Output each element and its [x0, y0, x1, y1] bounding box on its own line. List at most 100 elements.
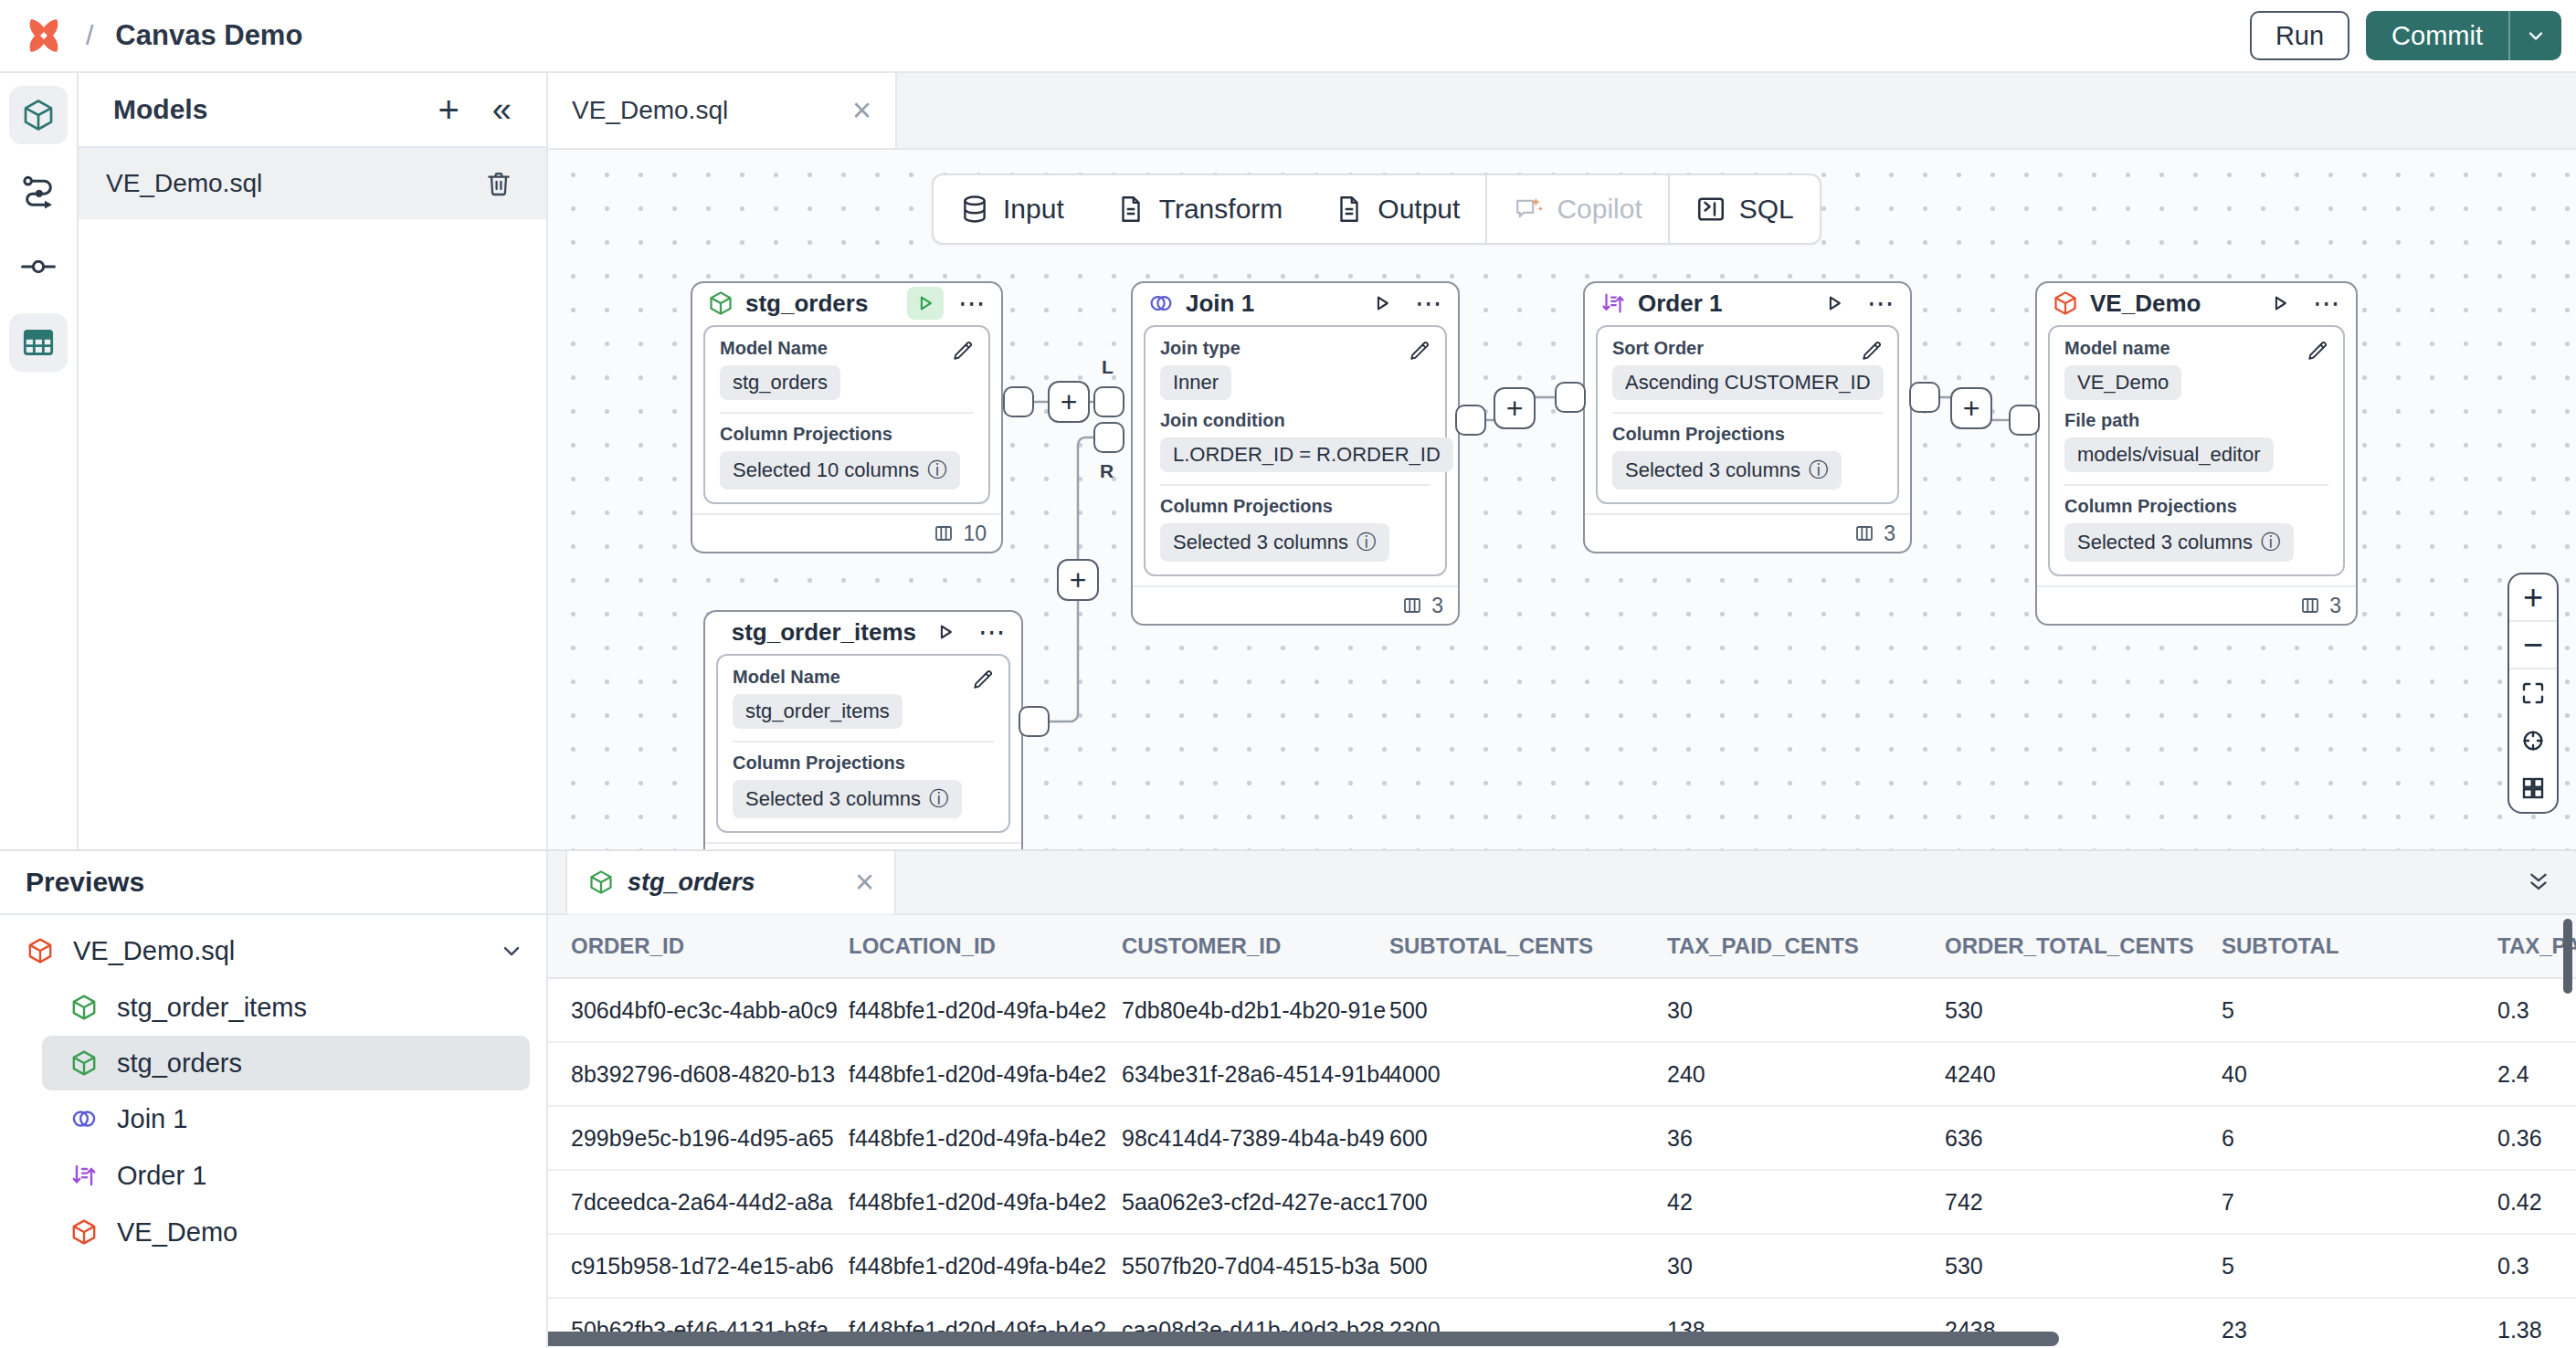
rail-commits-button[interactable] [9, 237, 68, 296]
insert-node-button[interactable]: + [1057, 559, 1099, 601]
table-row[interactable]: 299b9e5c-b196-4d95-a65f448bfe1-d20d-49fa… [548, 1107, 2576, 1171]
rail-flow-button[interactable] [9, 162, 68, 220]
rail-tables-button[interactable] [9, 313, 68, 372]
zoom-in-button[interactable]: + [2509, 574, 2557, 622]
rail-models-button[interactable] [9, 86, 68, 144]
run-node-button[interactable] [2262, 287, 2298, 320]
add-input-button[interactable]: Input [934, 175, 1090, 243]
info-icon[interactable]: ⓘ [1357, 529, 1377, 556]
fit-view-button[interactable] [2509, 669, 2557, 717]
projections-chip[interactable]: Selected 3 columnsⓘ [1612, 451, 1842, 490]
table-row[interactable]: 7dceedca-2a64-44d2-a8af448bfe1-d20d-49fa… [548, 1171, 2576, 1235]
tree-item-join-1[interactable]: Join 1 [0, 1090, 546, 1147]
add-transform-button[interactable]: Transform [1090, 175, 1309, 243]
collapse-panel-icon[interactable] [2525, 869, 2552, 896]
run-node-button[interactable] [927, 616, 964, 648]
join-type-chip[interactable]: Inner [1160, 365, 1231, 400]
table-row[interactable]: 306d4bf0-ec3c-4abb-a0c9f448bfe1-d20d-49f… [548, 979, 2576, 1043]
app-logo-icon[interactable] [22, 14, 66, 58]
node-menu-button[interactable]: ⋯ [2313, 295, 2341, 311]
canvas-viewport[interactable]: Input Transform Output Copilot SQL [548, 150, 2576, 849]
projections-chip[interactable]: Selected 3 columnsⓘ [2064, 523, 2294, 562]
insert-node-button[interactable]: + [1048, 381, 1090, 423]
column-header[interactable]: SUBTOTAL_CENTS [1389, 933, 1667, 959]
port-input-ve-demo[interactable] [2009, 405, 2040, 436]
tree-item-ve-demo[interactable]: VE_Demo [0, 1204, 546, 1260]
run-node-button[interactable] [907, 287, 944, 320]
node-menu-button[interactable]: ⋯ [1867, 295, 1895, 311]
sort-order-chip[interactable]: Ascending CUSTOMER_ID [1612, 365, 1884, 400]
table-row[interactable]: c915b958-1d72-4e15-ab6f448bfe1-d20d-49fa… [548, 1235, 2576, 1299]
model-name-chip[interactable]: stg_orders [720, 365, 840, 400]
port-output-stg-orders[interactable] [1003, 386, 1034, 417]
canvas-tab[interactable]: VE_Demo.sql × [548, 73, 897, 148]
column-header[interactable]: TAX_PAID_CENTS [1667, 933, 1945, 959]
node-menu-button[interactable]: ⋯ [978, 624, 1007, 640]
close-icon[interactable]: × [855, 866, 874, 899]
port-output-stg-order-items[interactable] [1019, 706, 1050, 737]
close-icon[interactable]: × [852, 94, 871, 127]
tree-item-stg-orders[interactable]: stg_orders [42, 1036, 530, 1090]
model-name-chip[interactable]: stg_order_items [733, 694, 903, 729]
edit-pencil-icon[interactable] [970, 667, 996, 692]
delete-model-icon[interactable] [484, 169, 513, 198]
sql-button[interactable]: SQL [1670, 175, 1820, 243]
node-stg-orders[interactable]: stg_orders ⋯ Model Name stg_orders Colum… [691, 281, 1003, 553]
insert-node-button[interactable]: + [1950, 387, 1992, 429]
chevron-down-icon[interactable] [499, 938, 524, 964]
column-header[interactable]: SUBTOTAL [2222, 933, 2497, 959]
add-model-button[interactable]: + [438, 91, 459, 128]
model-name-chip[interactable]: VE_Demo [2064, 365, 2181, 400]
projections-chip[interactable]: Selected 10 columnsⓘ [720, 451, 960, 490]
insert-node-button[interactable]: + [1494, 387, 1536, 429]
tree-item-order-1[interactable]: Order 1 [0, 1147, 546, 1204]
tree-item-ve-demo-sql[interactable]: VE_Demo.sql [0, 922, 546, 979]
node-order-1[interactable]: Order 1 ⋯ Sort Order Ascending CUSTOMER_… [1583, 281, 1912, 553]
port-input-join-right[interactable] [1093, 422, 1124, 453]
info-icon[interactable]: ⓘ [2261, 529, 2281, 556]
join-condition-chip[interactable]: L.ORDER_ID = R.ORDER_ID [1160, 437, 1453, 472]
port-input-order[interactable] [1555, 382, 1586, 413]
model-list-item[interactable]: VE_Demo.sql [79, 148, 546, 219]
preview-tab-stg-orders[interactable]: stg_orders × [565, 851, 896, 914]
port-input-join-left[interactable] [1093, 386, 1124, 417]
auto-layout-button[interactable] [2509, 764, 2557, 812]
column-header[interactable]: LOCATION_ID [849, 933, 1122, 959]
run-node-button[interactable] [1816, 287, 1853, 320]
info-icon[interactable]: ⓘ [927, 457, 947, 484]
commit-button[interactable]: Commit [2366, 11, 2508, 60]
info-icon[interactable]: ⓘ [1809, 457, 1829, 484]
edit-pencil-icon[interactable] [1859, 338, 1884, 363]
add-output-button[interactable]: Output [1308, 175, 1485, 243]
commit-split-button[interactable]: Commit [2366, 11, 2561, 60]
node-stg-order-items[interactable]: stg_order_items ⋯ Model Name stg_order_i… [703, 610, 1023, 849]
column-header[interactable]: CUSTOMER_ID [1122, 933, 1389, 959]
projections-chip[interactable]: Selected 3 columnsⓘ [1160, 523, 1389, 562]
edit-pencil-icon[interactable] [1407, 338, 1432, 363]
file-path-chip[interactable]: models/visual_editor [2064, 437, 2274, 472]
edit-pencil-icon[interactable] [950, 338, 976, 363]
run-node-button[interactable] [1364, 287, 1400, 320]
projections-chip[interactable]: Selected 3 columnsⓘ [733, 780, 962, 818]
node-menu-button[interactable]: ⋯ [1415, 295, 1443, 311]
column-header[interactable]: ORDER_ID [571, 933, 849, 959]
run-button[interactable]: Run [2250, 11, 2349, 60]
column-header[interactable]: ORDER_TOTAL_CENTS [1945, 933, 2222, 959]
vertical-scrollbar[interactable] [2563, 919, 2572, 994]
commit-dropdown-button[interactable] [2508, 11, 2561, 60]
horizontal-scrollbar[interactable] [548, 1332, 2059, 1346]
center-view-button[interactable] [2509, 717, 2557, 764]
edit-pencil-icon[interactable] [2305, 338, 2330, 363]
info-icon[interactable]: ⓘ [929, 785, 949, 813]
port-output-join[interactable] [1455, 405, 1486, 436]
zoom-out-button[interactable]: − [2509, 622, 2557, 669]
table-row[interactable]: 8b392796-d608-4820-b13f448bfe1-d20d-49fa… [548, 1043, 2576, 1107]
collapse-panel-button[interactable]: « [492, 92, 512, 127]
port-output-order[interactable] [1909, 382, 1940, 413]
table-cell: 0.42 [2497, 1189, 2576, 1216]
tree-item-stg-order-items[interactable]: stg_order_items [0, 979, 546, 1036]
copilot-button[interactable]: Copilot [1487, 175, 1667, 243]
node-join-1[interactable]: Join 1 ⋯ Join type Inner Join condition … [1131, 281, 1460, 626]
node-menu-button[interactable]: ⋯ [958, 295, 987, 311]
node-ve-demo[interactable]: VE_Demo ⋯ Model name VE_Demo File path m… [2035, 281, 2358, 626]
